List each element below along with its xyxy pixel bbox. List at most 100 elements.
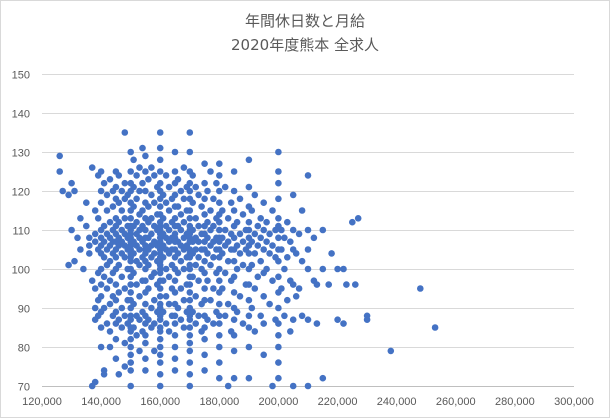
data-point [100,371,108,378]
data-point [151,347,158,355]
data-point [340,265,347,273]
data-point [106,257,114,265]
data-point [292,250,300,257]
data-points [56,129,439,390]
data-point [248,207,256,214]
data-point [165,226,173,234]
data-point [254,222,262,230]
data-point [431,324,439,331]
data-point [165,300,173,308]
data-point [245,374,253,382]
data-point [112,308,120,316]
data-point [130,203,137,210]
data-point [83,222,90,230]
data-point [127,382,134,390]
data-point [127,168,134,175]
data-point [251,328,259,335]
data-point [263,218,270,226]
data-point [221,226,229,234]
data-point [142,226,149,234]
data-point [195,222,202,230]
data-point [257,215,265,222]
data-point [162,172,170,179]
data-point [245,183,253,191]
data-point [186,289,194,296]
data-point [156,179,164,187]
data-point [171,215,179,222]
data-point [186,281,194,288]
data-point [319,374,327,382]
data-point [115,218,123,226]
data-point [145,316,152,324]
data-point [121,312,129,320]
data-point [201,211,208,218]
data-point [254,273,262,281]
data-point [68,226,75,234]
data-point [213,179,220,187]
data-point [275,234,282,242]
data-point [275,359,282,366]
data-point [177,257,185,265]
data-point [127,367,134,374]
data-point [174,203,182,210]
data-point [269,242,276,249]
data-point [216,160,223,167]
data-point [257,312,265,320]
data-point [86,234,93,242]
data-point [289,191,297,199]
data-point [174,269,182,277]
x-tick-label: 280,000 [495,396,535,408]
data-point [91,304,99,312]
data-point [221,312,229,320]
data-point [156,203,164,210]
data-point [174,304,182,312]
data-point [142,168,149,175]
data-point [204,316,211,324]
data-point [130,300,137,308]
x-tick-label: 220,000 [318,396,358,408]
data-point [198,203,205,210]
data-point [88,164,96,171]
y-tick-label: 140 [12,109,30,121]
data-point [133,281,140,288]
chart-title: 年間休日数と月給 [245,12,365,30]
data-point [171,343,179,351]
data-point [115,289,123,296]
data-point [319,265,327,273]
data-point [145,176,152,183]
data-point [281,234,288,242]
data-point [210,320,217,327]
data-point [121,129,129,136]
data-point [127,257,134,265]
data-point [130,250,137,257]
data-point [91,238,99,245]
data-point [257,257,265,265]
data-point [204,187,211,195]
data-point [133,195,140,203]
data-point [284,218,291,226]
data-point [171,312,179,320]
data-point [115,172,123,179]
data-point [121,179,129,187]
data-point [106,277,114,285]
data-point [83,199,90,206]
data-point [162,265,170,273]
data-point [177,285,185,292]
data-point [171,332,179,339]
data-point [156,359,164,366]
data-point [174,250,182,257]
data-point [97,168,105,175]
data-point [230,332,238,339]
data-point [100,253,108,261]
data-point [245,218,253,226]
data-point [230,234,238,242]
data-point [186,332,194,339]
data-point [298,312,306,320]
data-point [112,296,120,304]
data-point [287,238,294,245]
data-point [201,285,208,292]
data-point [186,215,194,222]
data-point [115,371,123,378]
data-point [236,195,244,203]
data-point [248,304,256,312]
